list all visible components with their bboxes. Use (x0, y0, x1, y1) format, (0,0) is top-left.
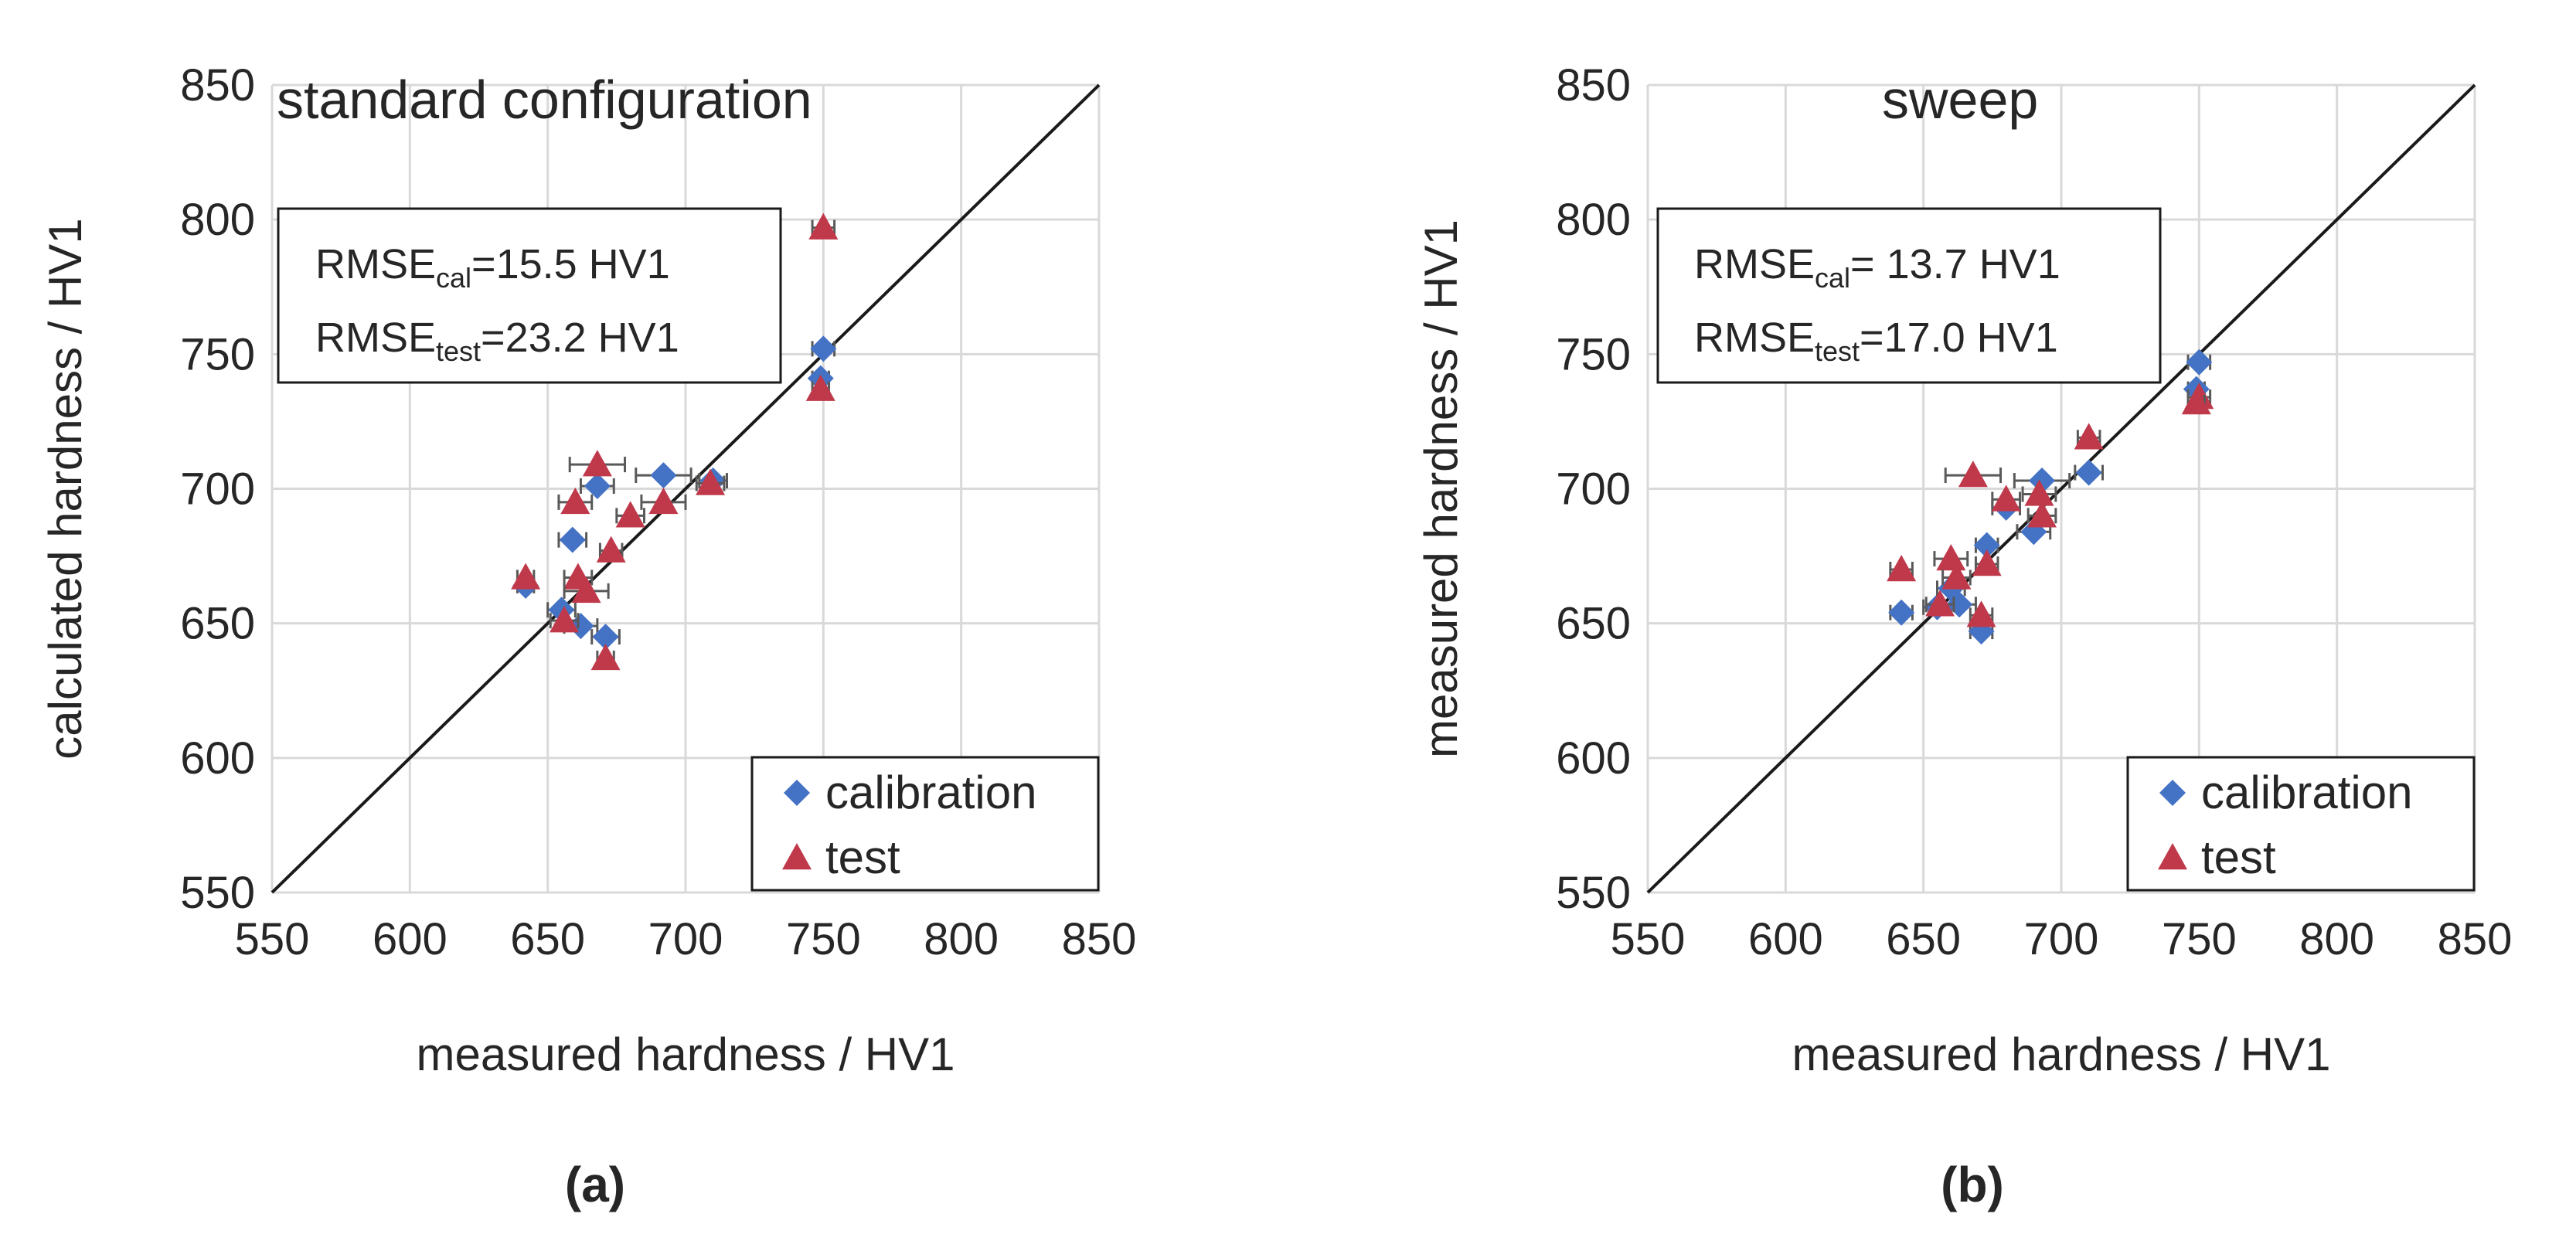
x-tick-label: 800 (2299, 914, 2374, 964)
x-tick-label: 850 (2438, 914, 2513, 964)
test-point-1 (1925, 590, 1955, 617)
test-point-4 (1958, 461, 1988, 488)
test-point-5 (1966, 600, 1996, 627)
calibration-point-4 (584, 473, 611, 500)
identity-line (1646, 83, 2476, 894)
legend-label-calibration: calibration (2201, 767, 2413, 818)
x-axis-title: measured hardness / HV1 (416, 1028, 955, 1080)
test-point-8 (615, 501, 645, 528)
x-tick-label: 700 (648, 914, 723, 964)
y-tick-label: 700 (1556, 464, 1631, 515)
series-test (511, 212, 839, 671)
y-tick-label: 700 (180, 464, 255, 515)
panel-label: (b) (1941, 1157, 2004, 1212)
legend-marker-test (2158, 843, 2187, 870)
legend-marker-test (782, 843, 812, 870)
test-point-12 (2181, 388, 2211, 415)
calibration-point-8 (810, 335, 837, 362)
test-point-6 (590, 643, 621, 671)
calibration-point-6 (650, 462, 677, 489)
test-point-9 (648, 487, 679, 515)
y-axis-title: calculated hardness / HV1 (39, 218, 91, 759)
calibration-point-10 (2186, 348, 2213, 376)
x-tick-label: 550 (1611, 914, 1686, 964)
y-tick-label: 550 (180, 868, 255, 918)
test-point-5 (582, 450, 612, 477)
x-tick-label: 750 (786, 914, 861, 964)
x-tick-label: 700 (2024, 914, 2099, 964)
rmse-test-label: RMSEtest=17.0 HV1 (1694, 314, 2058, 367)
test-point-9 (2027, 501, 2057, 528)
test-point-7 (1991, 484, 2021, 512)
x-tick-label: 800 (924, 914, 999, 964)
legend-marker-calibration (2159, 780, 2186, 806)
legend-label-test: test (825, 831, 900, 883)
y-tick-label: 600 (180, 733, 255, 784)
test-point-7 (596, 536, 626, 563)
test-point-4 (571, 576, 601, 604)
y-tick-label: 550 (1556, 868, 1631, 918)
identity-line (271, 83, 1101, 894)
rmse-box (277, 207, 782, 384)
calibration-point-2 (559, 526, 586, 553)
calibration-point-5 (1973, 532, 2000, 559)
y-tick-label: 650 (1556, 599, 1631, 649)
x-axis-title: measured hardness / HV1 (1792, 1028, 2330, 1080)
test-point-0 (511, 563, 541, 590)
test-point-12 (805, 374, 835, 401)
chart-panel-a: 550 600 650 700 750 800 850 550 600 650 700 750 800 8… (39, 60, 1136, 1212)
chart-title: sweep (1882, 70, 2038, 130)
calibration-point-0 (1888, 599, 1915, 626)
test-point-10 (2074, 423, 2104, 450)
test-point-2 (1936, 544, 1966, 571)
test-point-2 (560, 487, 590, 515)
series-test (1887, 382, 2214, 627)
chart-panel-b: 550 600 650 700 750 800 850 550 600 650 700 750 800 8… (1415, 60, 2512, 1212)
legend-marker-calibration (784, 780, 810, 806)
x-tick-label: 650 (1886, 914, 1961, 964)
x-tick-label: 600 (373, 914, 447, 964)
y-tick-label: 750 (1556, 329, 1631, 379)
calibration-point-5 (592, 624, 619, 651)
y-tick-label: 650 (180, 599, 255, 649)
y-tick-label: 800 (1556, 195, 1631, 245)
panel-label: (a) (565, 1157, 625, 1212)
test-point-11 (808, 212, 839, 240)
rmse-box (1656, 207, 2162, 384)
chart-title: standard configuration (277, 70, 812, 130)
x-tick-label: 600 (1748, 914, 1823, 964)
y-tick-label: 750 (180, 329, 255, 379)
y-tick-label: 850 (180, 60, 255, 110)
y-tick-label: 600 (1556, 733, 1631, 784)
x-tick-label: 650 (510, 914, 585, 964)
rmse-cal-label: RMSEcal= 13.7 HV1 (1694, 241, 2060, 294)
legend-label-test: test (2201, 831, 2276, 883)
x-tick-label: 550 (235, 914, 310, 964)
test-point-8 (2024, 479, 2054, 506)
y-axis-title: measured hardness / HV1 (1415, 219, 1467, 758)
test-point-6 (1972, 549, 2002, 576)
y-tick-label: 800 (180, 195, 255, 245)
calibration-point-9 (2075, 459, 2102, 486)
rmse-test-label: RMSEtest=23.2 HV1 (315, 314, 679, 367)
legend-label-calibration: calibration (825, 767, 1037, 818)
test-point-0 (1887, 555, 1917, 582)
test-point-3 (1941, 563, 1972, 590)
y-tick-label: 850 (1556, 60, 1631, 110)
x-tick-label: 750 (2162, 914, 2237, 964)
x-tick-label: 850 (1062, 914, 1137, 964)
test-point-1 (550, 606, 580, 633)
test-point-10 (696, 468, 726, 495)
rmse-cal-label: RMSEcal=15.5 HV1 (315, 241, 670, 294)
calibration-point-3 (567, 613, 594, 640)
